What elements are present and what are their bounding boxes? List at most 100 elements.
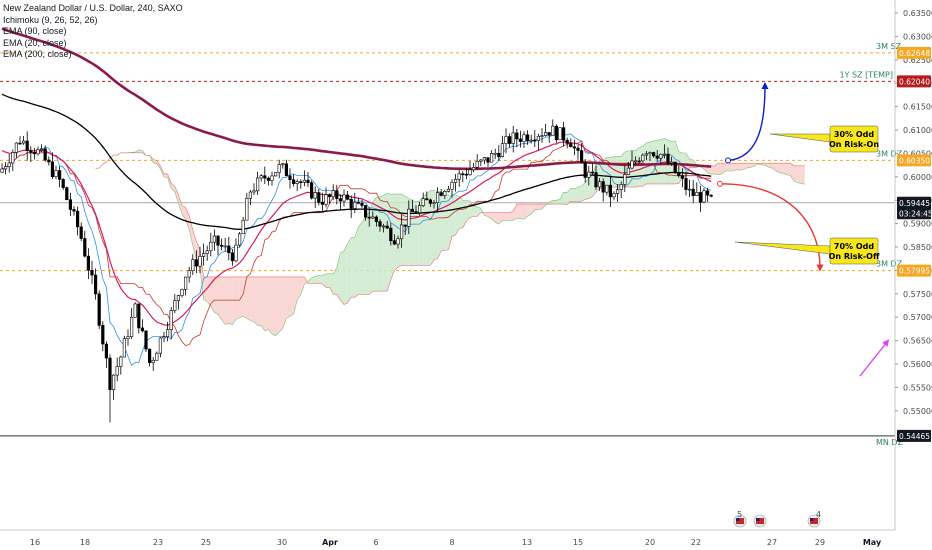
candle-body <box>587 171 591 178</box>
candle-body <box>360 203 364 206</box>
cloud-segment <box>264 276 269 331</box>
candle-body <box>18 142 22 145</box>
cloud-segment <box>401 194 406 266</box>
cloud-segment <box>286 276 290 319</box>
candle-body <box>140 327 145 332</box>
conversion-line <box>1 133 712 367</box>
cloud-segment <box>326 273 330 288</box>
candle-body <box>97 293 101 326</box>
candle-body <box>126 336 130 339</box>
candle-body <box>371 216 375 219</box>
candle-body <box>295 181 299 184</box>
candle-body <box>50 161 54 178</box>
cloud-segment <box>549 200 553 205</box>
candle-body <box>709 194 713 197</box>
candle-body <box>432 202 436 204</box>
x-tick-label: 25 <box>201 538 211 547</box>
cloud-segment <box>783 163 787 175</box>
cloud-segment <box>272 276 276 336</box>
candle-body <box>191 259 195 271</box>
candle-body <box>327 194 332 198</box>
x-tick-label: 20 <box>645 538 655 547</box>
cloud-segment <box>599 159 604 189</box>
x-tick-label: 29 <box>815 538 825 547</box>
cloud-segment <box>704 165 708 174</box>
candle-body <box>428 199 433 204</box>
candle-body <box>615 189 620 194</box>
candle-body <box>705 190 710 196</box>
cloud-segment <box>729 163 733 172</box>
candle-body <box>94 274 98 295</box>
cloud-segment <box>236 276 240 320</box>
cloud-segment <box>225 276 229 325</box>
legend-ema200[interactable]: EMA (200, close) <box>3 49 72 59</box>
pink-arrow <box>859 339 890 377</box>
legend-ema90[interactable]: EMA (90, close) <box>3 26 67 36</box>
candle-body <box>72 209 76 212</box>
cloud-segment <box>570 188 575 202</box>
candle-body <box>623 174 627 185</box>
cloud-segment <box>282 276 287 329</box>
cloud-segment <box>297 276 301 301</box>
cloud-segment <box>228 276 233 325</box>
candle-body <box>410 208 415 212</box>
candle-body <box>137 303 141 329</box>
cloud-segment <box>779 163 784 174</box>
cloud-segment <box>563 192 568 205</box>
cloud-segment <box>761 163 766 166</box>
candle-body <box>144 330 148 350</box>
candle-body <box>342 194 346 202</box>
candle-body <box>579 150 584 163</box>
candle-body <box>108 357 112 390</box>
candle-body <box>673 161 677 173</box>
cloud-segment <box>639 146 643 187</box>
cloud-segment <box>290 276 294 317</box>
price-tag-label: 0.62648 <box>899 49 930 58</box>
legend-ema20[interactable]: EMA (20, close) <box>3 37 67 48</box>
price-tag <box>897 264 931 277</box>
candle-body <box>162 336 166 339</box>
cloud-segment <box>797 165 802 184</box>
candle-body <box>169 310 173 331</box>
cloud-segment <box>365 212 370 295</box>
candle-body <box>263 175 267 179</box>
candle-body <box>68 199 72 210</box>
x-tick-label: Apr <box>322 538 338 547</box>
x-tick-label: 23 <box>153 538 163 547</box>
level-label: MN DZ <box>876 438 904 447</box>
candle-body <box>381 225 386 228</box>
senkou-span-a <box>95 138 805 337</box>
candle-body <box>205 250 209 254</box>
level-label: 1Y SZ [TEMP] <box>839 70 893 79</box>
candle-body <box>417 205 422 213</box>
candle-body <box>475 161 479 168</box>
candle-body <box>583 162 587 178</box>
cloud-segment <box>293 276 298 314</box>
price-tag-label: 0.62040 <box>899 77 930 86</box>
candle-body <box>302 179 307 183</box>
candle-body <box>551 125 555 136</box>
candle-body <box>630 160 634 169</box>
candle-body <box>644 153 648 156</box>
cloud-segment <box>430 190 434 266</box>
candle-body <box>184 276 188 290</box>
event-flag-stripe <box>810 518 818 524</box>
candle-body <box>335 190 339 199</box>
callout-line2: On Risk-On <box>829 140 879 149</box>
candle-body <box>4 166 8 170</box>
legend-ichimoku[interactable]: Ichimoku (9, 26, 52, 26) <box>3 14 98 25</box>
cloud-segment <box>333 267 337 295</box>
level-label: 3M DZ <box>876 260 903 269</box>
cloud-segment <box>509 211 514 221</box>
candle-body <box>597 181 602 188</box>
candle-body <box>54 170 58 178</box>
x-tick-label: 22 <box>691 538 701 547</box>
candle-body <box>83 238 87 257</box>
